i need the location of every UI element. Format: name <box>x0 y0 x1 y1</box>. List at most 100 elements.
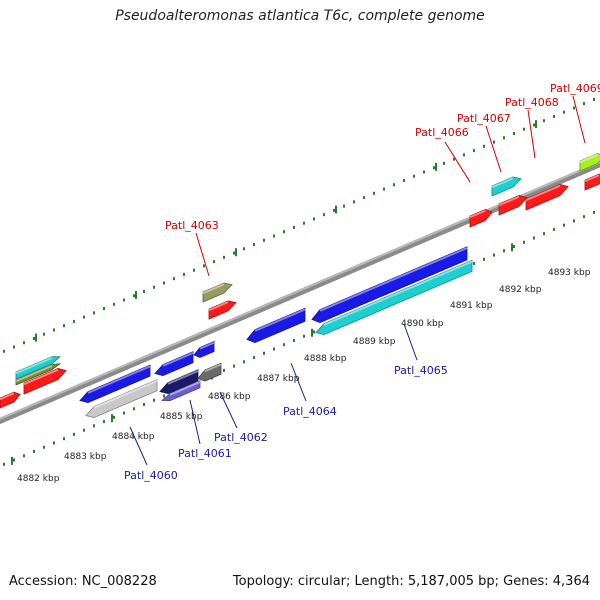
gene-blue-highlight <box>199 341 215 350</box>
minor-tick <box>513 245 515 249</box>
minor-tick <box>503 136 505 140</box>
gene-navy-highlight <box>167 370 199 385</box>
gene-blue <box>246 307 306 344</box>
kbp-label: 4890 kbp <box>401 319 444 329</box>
gene-violet-highlight <box>169 381 201 396</box>
minor-tick <box>483 144 485 148</box>
reverse-leader-line <box>189 399 201 445</box>
minor-tick <box>573 106 575 110</box>
minor-tick <box>123 411 125 415</box>
minor-tick <box>103 420 105 424</box>
minor-tick <box>303 221 305 225</box>
minor-tick <box>363 196 365 200</box>
minor-tick <box>403 178 405 182</box>
gene-olive-dark <box>15 363 62 386</box>
minor-tick <box>423 170 425 174</box>
minor-tick <box>393 183 395 187</box>
gene-red-highlight <box>469 209 486 219</box>
minor-tick <box>13 345 15 349</box>
gene-olive <box>202 282 233 303</box>
minor-tick <box>263 351 265 355</box>
minor-tick <box>53 328 55 332</box>
minor-tick <box>413 174 415 178</box>
minor-tick <box>473 149 475 153</box>
kbp-label: 4893 kbp <box>548 268 591 278</box>
minor-tick <box>583 102 585 106</box>
reverse-leader-line <box>290 362 307 402</box>
minor-tick <box>83 428 85 432</box>
minor-tick <box>453 157 455 161</box>
minor-tick <box>113 415 115 419</box>
minor-tick <box>223 255 225 259</box>
minor-tick <box>133 407 135 411</box>
minor-tick <box>493 140 495 144</box>
minor-tick <box>353 200 355 204</box>
gene-red <box>498 195 528 216</box>
minor-tick <box>163 394 165 398</box>
minor-tick <box>193 268 195 272</box>
kbp-label: 4889 kbp <box>353 337 396 347</box>
gene-label-forward: Patl_4069 <box>550 82 600 95</box>
forward-leader-line <box>485 125 502 173</box>
kbp-label: 4882 kbp <box>17 474 60 484</box>
gene-label-forward: Patl_4067 <box>457 112 511 125</box>
minor-tick <box>233 251 235 255</box>
minor-tick <box>123 298 125 302</box>
gene-blue-highlight <box>319 247 468 312</box>
reverse-leader-line <box>403 323 418 361</box>
minor-tick <box>13 458 15 462</box>
gene-red <box>525 184 569 211</box>
gene-label-reverse: Patl_4060 <box>124 469 178 482</box>
gene-label-reverse: Patl_4061 <box>178 447 232 460</box>
reverse-leader-line <box>219 391 238 429</box>
minor-tick <box>533 123 535 127</box>
gene-cyan-highlight <box>323 260 473 326</box>
minor-tick <box>113 302 115 306</box>
minor-tick <box>203 264 205 268</box>
minor-tick <box>33 449 35 453</box>
gene-red <box>208 300 237 320</box>
gene-cyan-highlight <box>15 356 53 375</box>
minor-tick <box>533 236 535 240</box>
gene-red-highlight <box>584 174 600 183</box>
minor-tick <box>53 441 55 445</box>
minor-tick <box>473 262 475 266</box>
minor-tick <box>293 338 295 342</box>
minor-tick <box>63 324 65 328</box>
minor-tick <box>253 243 255 247</box>
gene-labels: Patl_4063Patl_4066Patl_4067Patl_4068Patl… <box>124 82 600 482</box>
minor-tick <box>63 437 65 441</box>
gene-red-highlight <box>0 392 15 401</box>
kbp-label: 4886 kbp <box>208 392 251 402</box>
minor-tick <box>93 311 95 315</box>
minor-tick <box>43 445 45 449</box>
minor-tick <box>153 285 155 289</box>
gene-red-highlight <box>208 301 229 312</box>
gene-label-reverse: Patl_4064 <box>283 405 337 418</box>
minor-tick <box>343 204 345 208</box>
minor-tick <box>23 341 25 345</box>
minor-tick <box>213 260 215 264</box>
kbp-label: 4888 kbp <box>304 354 347 364</box>
genome-stats-label: Topology: circular; Length: 5,187,005 bp… <box>232 574 590 589</box>
minor-tick <box>103 307 105 311</box>
reverse-leader-line <box>129 426 148 466</box>
minor-tick <box>243 247 245 251</box>
minor-tick <box>243 360 245 364</box>
gene-blue-highlight <box>162 352 194 367</box>
kbp-label: 4884 kbp <box>112 432 155 442</box>
gene-lime <box>579 153 600 172</box>
minor-tick <box>523 127 525 131</box>
gene-gray-highlight <box>93 379 158 409</box>
minor-tick <box>223 368 225 372</box>
forward-leader-line <box>195 232 210 277</box>
minor-tick <box>73 432 75 436</box>
accession-label: Accession: NC_008228 <box>9 574 157 589</box>
minor-tick <box>483 257 485 261</box>
gene-red-highlight <box>23 368 59 386</box>
gene-olive-highlight <box>202 283 225 295</box>
minor-tick <box>173 277 175 281</box>
minor-tick <box>583 215 585 219</box>
